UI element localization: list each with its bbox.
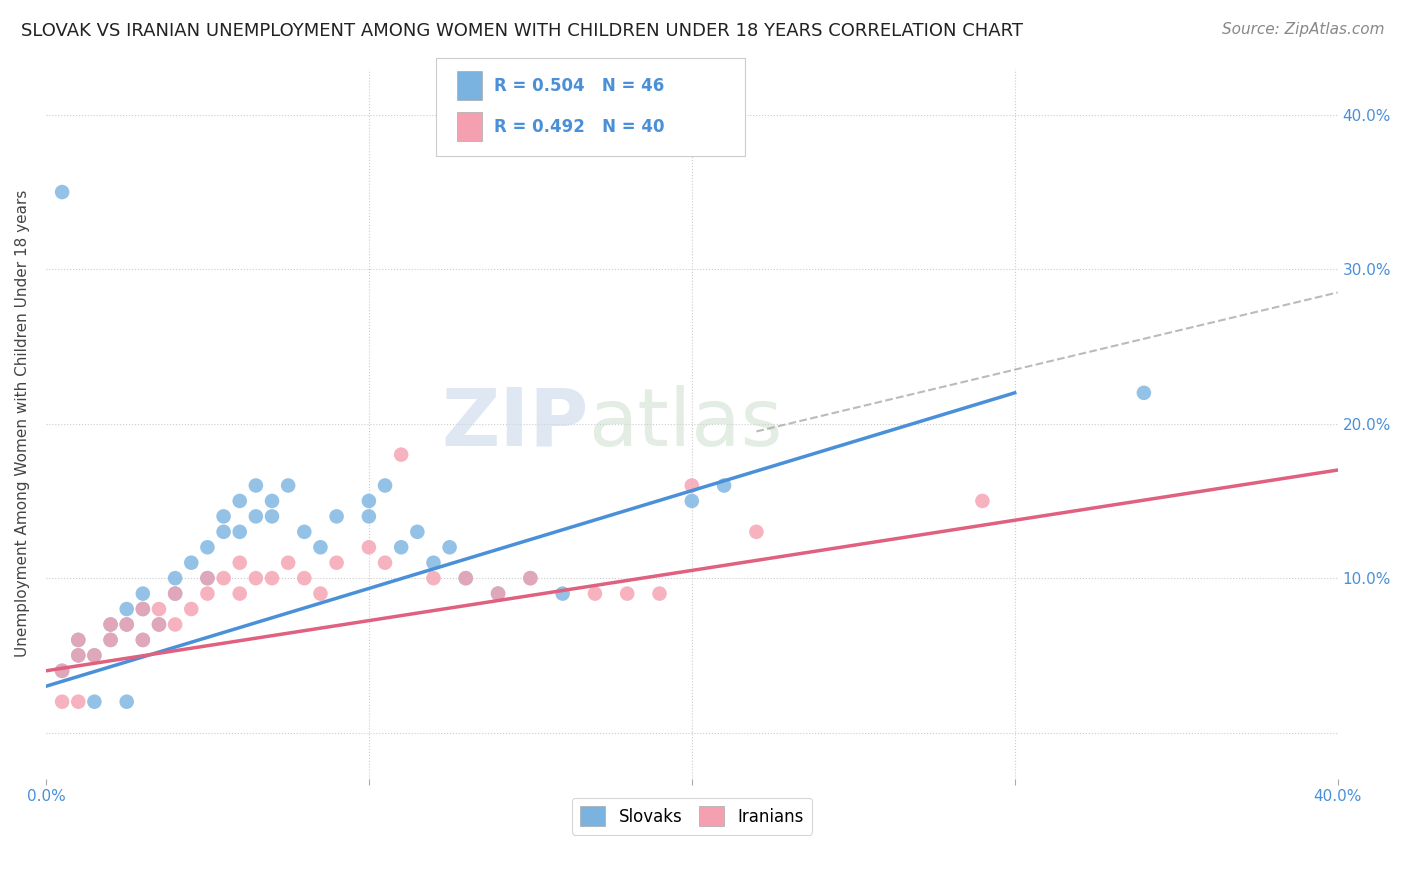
Point: [132, 602, 155, 616]
Point: [67, 648, 90, 663]
Point: [374, 478, 396, 492]
Point: [83, 648, 105, 663]
Point: [51, 695, 73, 709]
Point: [197, 571, 219, 585]
Point: [100, 617, 122, 632]
Point: [212, 571, 235, 585]
Point: [422, 556, 444, 570]
Y-axis label: Unemployment Among Women with Children Under 18 years: Unemployment Among Women with Children U…: [15, 190, 30, 657]
Point: [51, 664, 73, 678]
Point: [551, 586, 574, 600]
Point: [115, 695, 138, 709]
Point: [51, 664, 73, 678]
Point: [67, 632, 90, 647]
Point: [583, 586, 606, 600]
Text: ZIP: ZIP: [441, 384, 589, 463]
Point: [245, 509, 267, 524]
Point: [486, 586, 509, 600]
Point: [228, 586, 250, 600]
Point: [357, 541, 380, 555]
Point: [260, 509, 283, 524]
Point: [100, 632, 122, 647]
Point: [309, 586, 332, 600]
Point: [197, 586, 219, 600]
Point: [292, 524, 315, 539]
Text: R = 0.504   N = 46: R = 0.504 N = 46: [494, 77, 664, 95]
Point: [245, 478, 267, 492]
Point: [260, 494, 283, 508]
Point: [212, 509, 235, 524]
Point: [212, 524, 235, 539]
Point: [132, 602, 155, 616]
Point: [454, 571, 477, 585]
Point: [132, 586, 155, 600]
Point: [745, 524, 768, 539]
Point: [439, 541, 461, 555]
Point: [389, 448, 412, 462]
Point: [681, 494, 703, 508]
Point: [357, 509, 380, 524]
Text: Source: ZipAtlas.com: Source: ZipAtlas.com: [1222, 22, 1385, 37]
Point: [648, 586, 671, 600]
Text: R = 0.492   N = 40: R = 0.492 N = 40: [494, 118, 664, 136]
Point: [165, 586, 187, 600]
Point: [115, 602, 138, 616]
Point: [519, 571, 541, 585]
Point: [325, 556, 347, 570]
Point: [228, 524, 250, 539]
Text: SLOVAK VS IRANIAN UNEMPLOYMENT AMONG WOMEN WITH CHILDREN UNDER 18 YEARS CORRELAT: SLOVAK VS IRANIAN UNEMPLOYMENT AMONG WOM…: [21, 22, 1024, 40]
Point: [1133, 385, 1156, 400]
Point: [486, 586, 509, 600]
Point: [165, 586, 187, 600]
Point: [115, 617, 138, 632]
Point: [51, 185, 73, 199]
Point: [148, 617, 170, 632]
Point: [357, 494, 380, 508]
Point: [277, 556, 299, 570]
Point: [148, 602, 170, 616]
Text: atlas: atlas: [589, 384, 783, 463]
Point: [132, 632, 155, 647]
Point: [165, 617, 187, 632]
Point: [406, 524, 429, 539]
Point: [277, 478, 299, 492]
Point: [374, 556, 396, 570]
Point: [228, 556, 250, 570]
Point: [67, 695, 90, 709]
Point: [197, 571, 219, 585]
Point: [100, 617, 122, 632]
Point: [245, 571, 267, 585]
Point: [681, 478, 703, 492]
Point: [100, 632, 122, 647]
Point: [67, 632, 90, 647]
Point: [519, 571, 541, 585]
Point: [67, 648, 90, 663]
Legend: Slovaks, Iranians: Slovaks, Iranians: [572, 797, 811, 835]
Point: [115, 617, 138, 632]
Point: [180, 602, 202, 616]
Point: [180, 556, 202, 570]
Point: [309, 541, 332, 555]
Point: [422, 571, 444, 585]
Point: [972, 494, 994, 508]
Point: [165, 571, 187, 585]
Point: [616, 586, 638, 600]
Point: [292, 571, 315, 585]
Point: [197, 541, 219, 555]
Point: [148, 617, 170, 632]
Point: [454, 571, 477, 585]
Point: [228, 494, 250, 508]
Point: [260, 571, 283, 585]
Point: [325, 509, 347, 524]
Point: [389, 541, 412, 555]
Point: [713, 478, 735, 492]
Point: [132, 632, 155, 647]
Point: [83, 648, 105, 663]
Point: [83, 695, 105, 709]
